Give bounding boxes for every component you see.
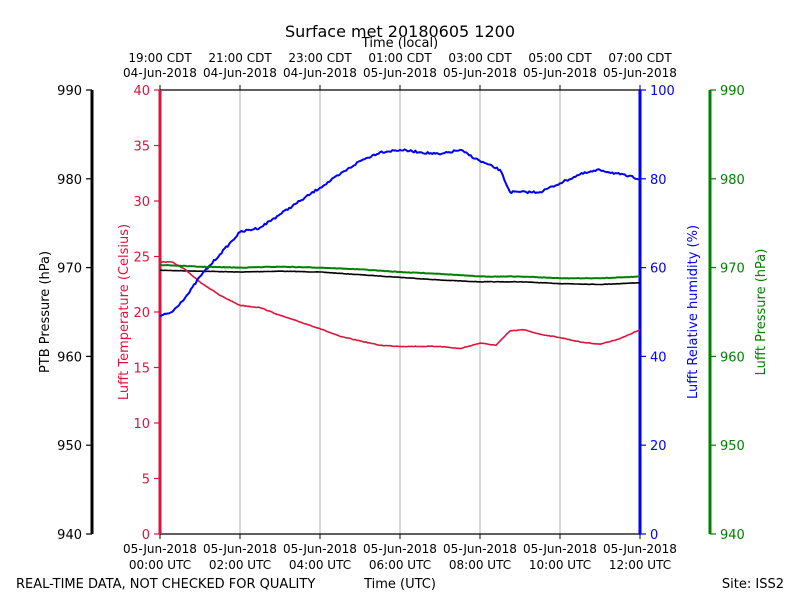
bottom-tick-date: 05-Jun-2018 <box>123 542 197 556</box>
bottom-tick-time: 10:00 UTC <box>529 558 591 572</box>
temp-tick-label: 35 <box>133 140 150 155</box>
top-tick-date: 05-Jun-2018 <box>443 66 517 80</box>
top-tick-date: 04-Jun-2018 <box>203 66 277 80</box>
rh-axis-label: Lufft Relative humidity (%) <box>686 225 701 399</box>
ptb-tick-label: 990 <box>57 84 82 99</box>
ptb-tick-label: 980 <box>57 173 82 188</box>
site-label: Site: ISS2 <box>722 577 784 592</box>
bottom-tick-time: 12:00 UTC <box>609 558 671 572</box>
temp-tick-label: 40 <box>133 84 150 99</box>
temp-series-line <box>159 261 641 350</box>
rh-tick-label: 100 <box>650 84 675 99</box>
x-axis-label: Time (UTC) <box>363 577 436 592</box>
top-tick-time: 01:00 CDT <box>368 51 432 65</box>
top-tick-time: 23:00 CDT <box>288 51 352 65</box>
ptb-tick-label: 950 <box>57 439 82 454</box>
bottom-tick-date: 05-Jun-2018 <box>283 542 357 556</box>
ptb-axis-label: PTB Pressure (hPa) <box>38 251 53 373</box>
bottom-tick-date: 05-Jun-2018 <box>443 542 517 556</box>
top-tick-date: 05-Jun-2018 <box>363 66 437 80</box>
top-tick-date: 04-Jun-2018 <box>283 66 357 80</box>
lp-tick-label: 990 <box>720 84 745 99</box>
lp-tick-label: 950 <box>720 439 745 454</box>
temp-tick-label: 10 <box>133 417 150 432</box>
temp-tick-label: 5 <box>142 473 150 488</box>
lp-series-line <box>159 263 640 280</box>
temp-tick-label: 30 <box>133 195 150 210</box>
rh-tick-label: 0 <box>650 528 658 543</box>
top-tick-time: 21:00 CDT <box>208 51 272 65</box>
bottom-tick-time: 02:00 UTC <box>209 558 271 572</box>
lp-tick-label: 980 <box>720 173 745 188</box>
top-tick-time: 19:00 CDT <box>128 51 192 65</box>
bottom-tick-time: 06:00 UTC <box>369 558 431 572</box>
plot-layer: 05-Jun-2018 00:00 UTC 05-Jun-2018 02:00 UTC… <box>38 51 769 572</box>
rh-tick-label: 60 <box>650 262 667 277</box>
top-tick-date: 05-Jun-2018 <box>603 66 677 80</box>
ptb-tick-label: 970 <box>57 262 82 277</box>
temp-tick-label: 15 <box>133 362 150 377</box>
bottom-tick-date: 05-Jun-2018 <box>203 542 277 556</box>
lp-axis-label: Lufft Pressure (hPa) <box>754 249 769 376</box>
ptb-tick-label: 960 <box>57 350 82 365</box>
ptb-tick-label: 940 <box>57 528 82 543</box>
lp-tick-label: 970 <box>720 262 745 277</box>
top-tick-time: 07:00 CDT <box>608 51 672 65</box>
bottom-tick-time: 00:00 UTC <box>129 558 191 572</box>
rh-tick-label: 40 <box>650 350 667 365</box>
top-axis-label: Time (local) <box>361 36 438 51</box>
ptb-series-line <box>159 269 641 286</box>
top-tick-date: 04-Jun-2018 <box>123 66 197 80</box>
rh-tick-label: 20 <box>650 439 667 454</box>
top-tick-time: 03:00 CDT <box>448 51 512 65</box>
lp-tick-label: 940 <box>720 528 745 543</box>
top-tick-date: 05-Jun-2018 <box>523 66 597 80</box>
bottom-tick-date: 05-Jun-2018 <box>603 542 677 556</box>
bottom-tick-date: 05-Jun-2018 <box>523 542 597 556</box>
temp-tick-label: 20 <box>133 306 150 321</box>
bottom-tick-time: 08:00 UTC <box>449 558 511 572</box>
bottom-tick-time: 04:00 UTC <box>289 558 351 572</box>
top-tick-time: 05:00 CDT <box>528 51 592 65</box>
temp-tick-label: 25 <box>133 251 150 266</box>
quality-disclaimer: REAL-TIME DATA, NOT CHECKED FOR QUALITY <box>16 577 315 592</box>
chart-title: Surface met 20180605 1200 <box>285 22 515 41</box>
rh-tick-label: 80 <box>650 173 667 188</box>
rh-series-line <box>159 148 641 318</box>
temp-tick-label: 0 <box>142 528 150 543</box>
lp-tick-label: 960 <box>720 350 745 365</box>
bottom-tick-date: 05-Jun-2018 <box>363 542 437 556</box>
temp-axis-label: Lufft Temperature (Celsius) <box>117 224 132 400</box>
